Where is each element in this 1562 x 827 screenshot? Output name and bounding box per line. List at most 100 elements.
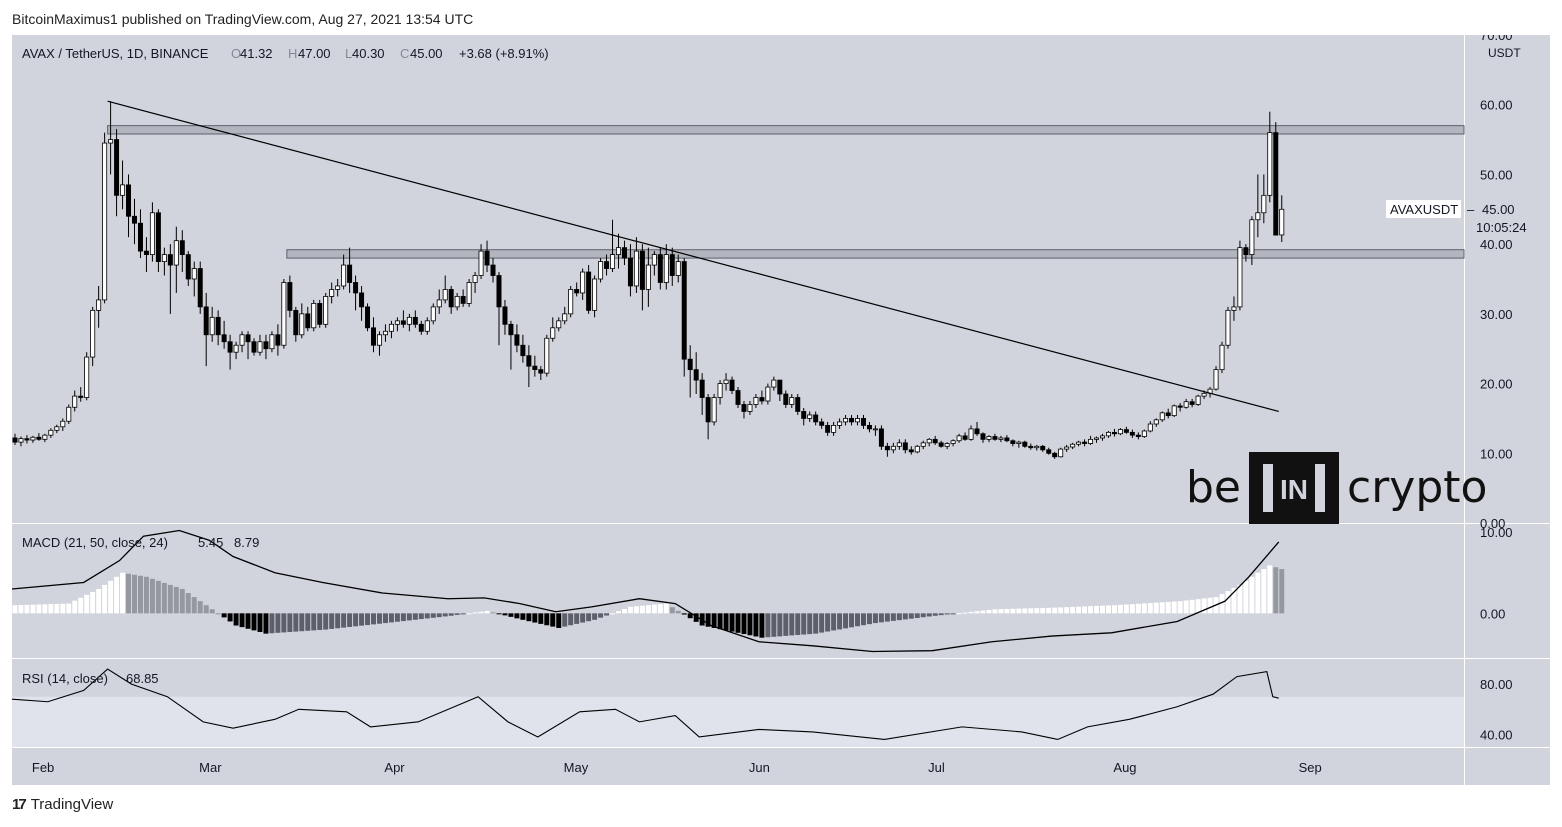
price-axis-bg	[1464, 35, 1550, 785]
candle	[789, 394, 795, 408]
candle	[550, 317, 556, 342]
macd-histogram-bar	[1034, 608, 1040, 614]
macd-histogram-bar	[1022, 608, 1028, 614]
candle-body	[699, 379, 705, 398]
candle	[580, 268, 586, 300]
candle-body	[406, 316, 412, 325]
candle	[681, 258, 687, 377]
candle-body	[1094, 437, 1100, 440]
tradingview-logo-icon: 17	[12, 796, 27, 813]
macd-histogram-bar	[233, 613, 239, 626]
candle-body	[598, 261, 604, 280]
macd-histogram-bar	[472, 612, 478, 614]
candle	[1076, 440, 1082, 447]
macd-histogram-bar	[1195, 599, 1201, 614]
candle	[167, 244, 173, 314]
candle	[759, 390, 765, 405]
candle-body	[191, 268, 197, 280]
candle	[191, 261, 197, 297]
candle	[233, 341, 239, 360]
candle-body	[550, 327, 556, 339]
macd-histogram-bar	[532, 613, 538, 623]
price-axis-label: 20.00	[1480, 377, 1513, 392]
price-tag-ticker: AVAXUSDT	[1390, 202, 1458, 217]
macd-histogram-bar	[795, 613, 801, 635]
candle-body	[1243, 247, 1249, 255]
macd-histogram-bar	[1040, 607, 1046, 614]
candle	[651, 251, 657, 276]
candle	[729, 376, 735, 395]
macd-histogram-bar	[843, 613, 849, 629]
price-tag-price: 45.00	[1482, 202, 1515, 217]
candle-body	[932, 438, 938, 444]
candle-body	[472, 275, 478, 283]
candle-body	[526, 355, 532, 367]
candle-body	[161, 254, 167, 262]
candle-body	[466, 282, 472, 304]
time-axis-label: Jun	[749, 760, 770, 775]
candle-body	[968, 428, 974, 440]
candle	[478, 244, 484, 279]
candle-body	[48, 429, 54, 436]
candle	[1034, 444, 1040, 451]
watermark-be: be	[1186, 462, 1241, 513]
candle-body	[890, 445, 896, 451]
candle	[908, 446, 914, 455]
macd-histogram-bar	[1261, 569, 1267, 614]
macd-histogram-bar	[801, 613, 807, 635]
legend-o-value: 41.32	[240, 46, 273, 61]
candle	[24, 435, 30, 444]
price-tag[interactable]: AVAXUSDT – 45.00 10:05:24	[1386, 200, 1527, 235]
macd-histogram-bar	[281, 613, 287, 633]
candle	[639, 244, 645, 311]
candle-body	[353, 282, 359, 294]
candles[interactable]	[12, 101, 1285, 459]
candle-body	[215, 316, 221, 336]
candle	[705, 394, 711, 440]
macd-histogram-bar	[430, 613, 436, 618]
candle-body	[442, 289, 448, 301]
candle-body	[998, 437, 1004, 440]
candle	[968, 425, 974, 441]
candle	[436, 289, 442, 314]
candle	[1111, 428, 1117, 437]
candle-body	[84, 356, 90, 398]
candle	[1183, 398, 1189, 409]
candle-body	[741, 404, 747, 412]
price-axis-label: 60.00	[1480, 98, 1513, 113]
candle-body	[777, 379, 783, 395]
candle	[359, 285, 365, 321]
macd-histogram-bar	[580, 613, 586, 623]
candle	[454, 292, 460, 311]
footer: 17 TradingView	[12, 796, 113, 813]
candle	[1153, 418, 1159, 427]
candle-body	[687, 358, 693, 371]
macd-histogram-bar	[616, 611, 621, 614]
legend-c-value: 45.00	[410, 46, 443, 61]
candle-body	[137, 222, 143, 252]
chart-svg[interactable]: 70.0060.0050.0040.0030.0020.0010.000.001…	[11, 28, 1550, 785]
candle	[382, 324, 388, 342]
rsi-axis-label: 40.00	[1480, 727, 1513, 742]
candle-body	[1105, 431, 1111, 437]
trendline[interactable]	[107, 100, 1279, 413]
resistance-zone	[107, 125, 1465, 135]
macd-histogram-bar	[323, 613, 329, 630]
candle-body	[616, 247, 621, 255]
candle-body	[42, 434, 48, 440]
legend-h-label: H	[288, 46, 297, 61]
macd-histogram-bar	[251, 613, 257, 631]
candle-body	[872, 428, 878, 431]
candle	[305, 306, 311, 332]
macd-pane-bg	[12, 524, 1464, 658]
tradingview-brand[interactable]: TradingView	[30, 796, 114, 813]
macd-histogram-bar	[825, 613, 831, 632]
macd-histogram-bar	[855, 613, 860, 627]
chart-frame[interactable]: 70.00 60.00 50.00 40.00 30.00 20.00 10.00 0.00 1…	[11, 28, 1550, 785]
macd-histogram-bar	[36, 604, 42, 614]
candle-body	[281, 282, 287, 346]
macd-histogram-bar	[944, 613, 950, 615]
macd-histogram-bar	[54, 603, 60, 614]
candle	[1088, 435, 1094, 445]
candle-body	[418, 323, 424, 332]
